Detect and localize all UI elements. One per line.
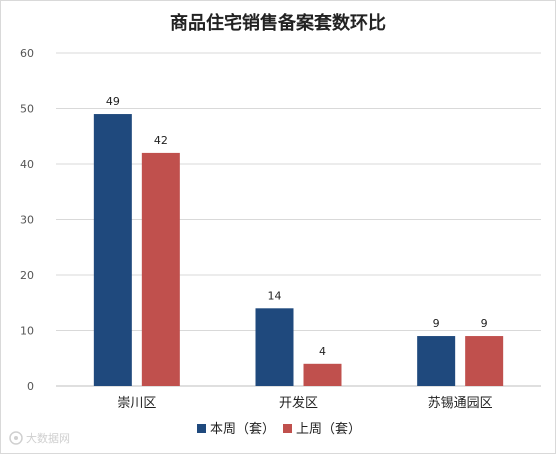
y-tick-label: 60 — [20, 47, 34, 60]
bar — [417, 336, 456, 386]
x-tick-label: 开发区 — [279, 395, 318, 411]
watermark-text: 大数据网 — [26, 431, 70, 445]
data-label: 9 — [481, 317, 488, 330]
legend-label: 本周（套） — [210, 421, 275, 437]
camera-icon — [9, 431, 23, 445]
bar — [255, 308, 294, 386]
data-label: 4 — [319, 345, 326, 358]
data-label: 9 — [433, 317, 440, 330]
watermark: 大数据网 — [9, 431, 70, 445]
legend-swatch — [197, 424, 206, 433]
legend-label: 上周（套） — [296, 421, 361, 437]
x-tick-label: 苏锡通园区 — [428, 395, 493, 411]
y-tick-label: 30 — [20, 214, 34, 227]
y-tick-label: 20 — [20, 269, 34, 282]
legend-swatch — [283, 424, 292, 433]
data-label: 42 — [154, 134, 168, 147]
data-label: 49 — [106, 95, 120, 108]
bar — [141, 152, 180, 386]
y-tick-label: 50 — [20, 103, 34, 116]
y-tick-label: 40 — [20, 158, 34, 171]
data-label: 14 — [268, 289, 282, 302]
bar — [303, 363, 342, 386]
bar — [93, 114, 132, 387]
y-tick-label: 0 — [27, 380, 34, 393]
y-tick-label: 10 — [20, 325, 34, 338]
x-tick-label: 崇川区 — [117, 396, 156, 411]
bar — [465, 336, 504, 386]
chart-title: 商品住宅销售备案套数环比 — [170, 12, 386, 34]
